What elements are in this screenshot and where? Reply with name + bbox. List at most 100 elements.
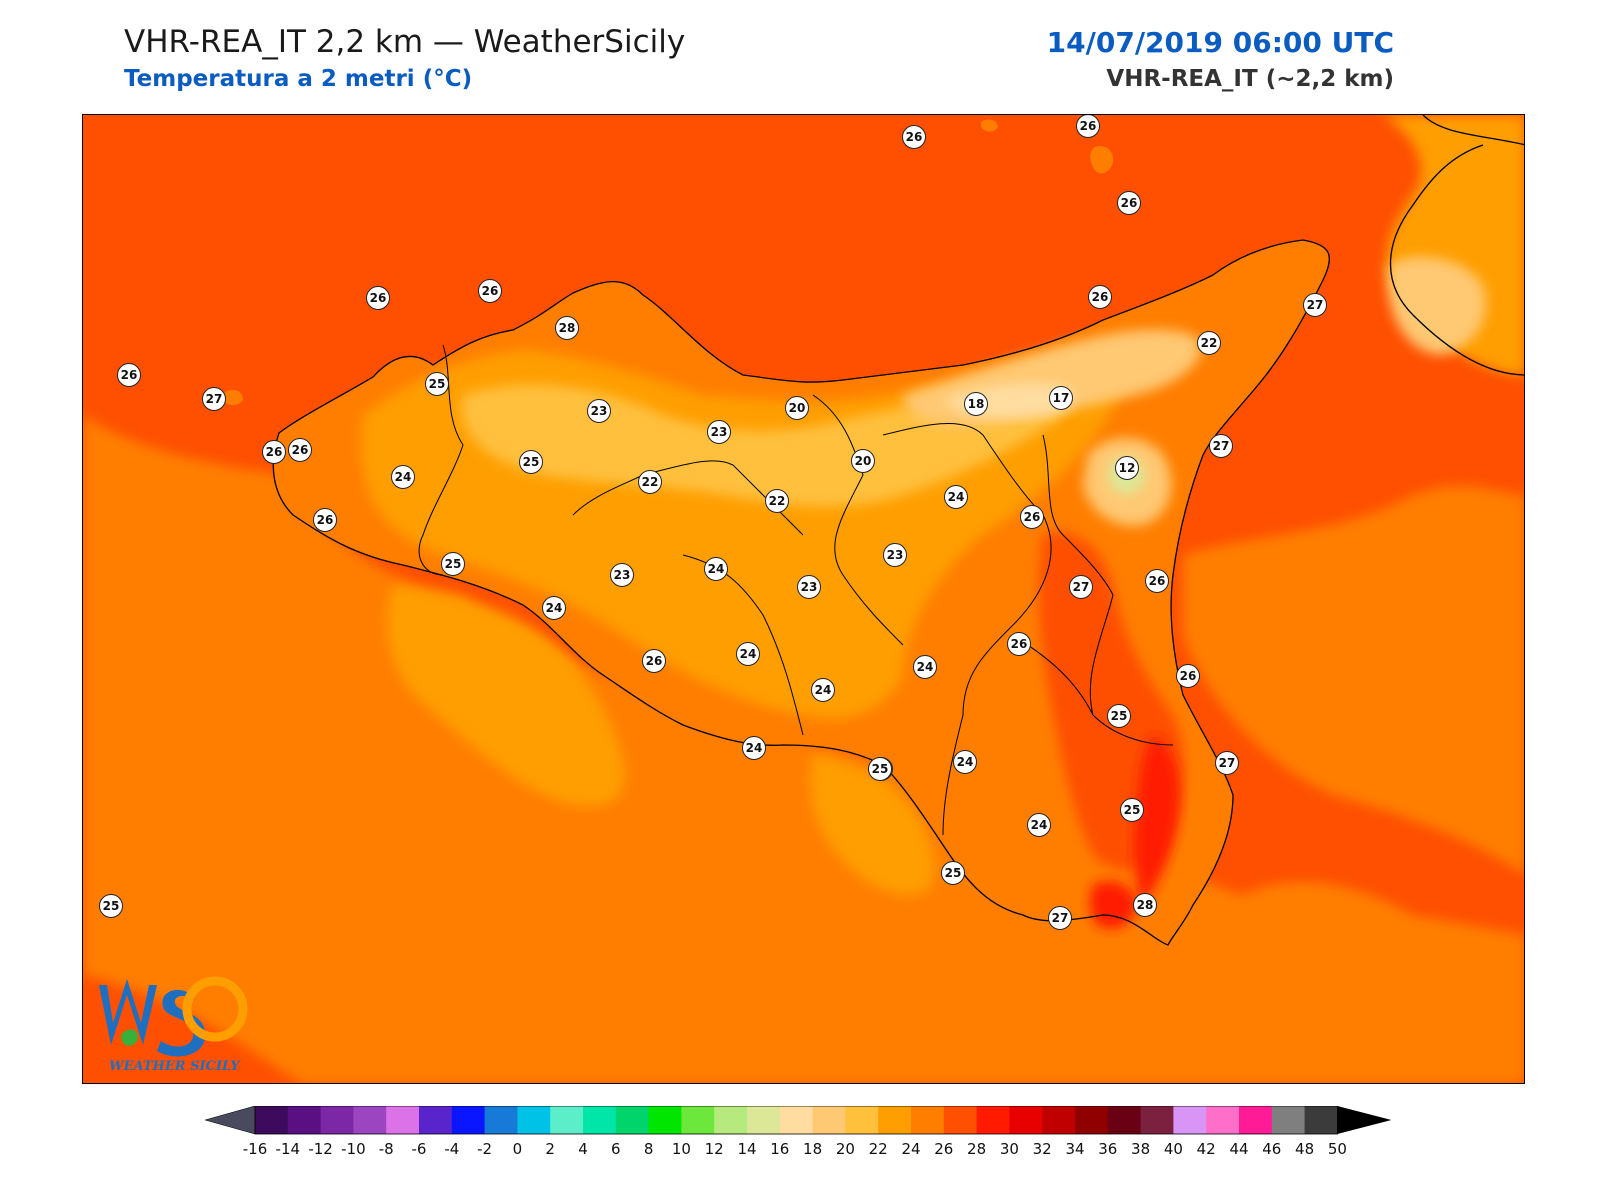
temperature-label: 26 [478, 279, 502, 303]
temperature-label: 18 [964, 392, 988, 416]
colorbar-tick-label: 50 [1328, 1140, 1347, 1158]
temperature-label: 27 [1303, 293, 1327, 317]
temperature-label: 26 [642, 649, 666, 673]
colorbar-swatch [976, 1106, 1010, 1134]
colorbar-swatch [287, 1106, 322, 1134]
sea-amber-patch [387, 585, 625, 807]
colorbar-tick-label: 6 [611, 1140, 621, 1158]
temperature-label: 25 [99, 894, 123, 918]
temperature-label: 25 [868, 757, 892, 781]
colorbar-tick-label: 44 [1229, 1140, 1248, 1158]
logo-caption: WEATHER SICILY [109, 1059, 240, 1074]
colorbar-swatch [648, 1106, 682, 1134]
egadi-islands [223, 389, 243, 406]
colorbar-tick-label: 28 [967, 1140, 986, 1158]
temperature-label: 27 [1209, 434, 1233, 458]
colorbar-swatch [1206, 1106, 1240, 1134]
temperature-label: 23 [707, 420, 731, 444]
colorbar-swatch [681, 1106, 715, 1134]
temperature-label: 28 [1133, 893, 1157, 917]
temperature-label: 24 [811, 678, 835, 702]
colorbar-swatch [484, 1106, 518, 1134]
colorbar-swatch [1075, 1106, 1109, 1134]
colorbar-tick-label: 22 [869, 1140, 888, 1158]
map-subtitle: Temperatura a 2 metri (°C) [124, 66, 473, 92]
colorbar-swatch [911, 1106, 945, 1134]
colorbar-frame [254, 1106, 1338, 1135]
temperature-label: 26 [1145, 569, 1169, 593]
colorbar-tick-label: 10 [672, 1140, 691, 1158]
temperature-label: 26 [1176, 664, 1200, 688]
temperature-label: 23 [587, 399, 611, 423]
colorbar-tick-label: 4 [578, 1140, 588, 1158]
colorbar-swatch [451, 1106, 486, 1134]
siracusa-red [1134, 735, 1180, 905]
colorbar-tick-label: 2 [545, 1140, 555, 1158]
temperature-label: 12 [1115, 456, 1139, 480]
colorbar-under-triangle [205, 1106, 256, 1135]
colorbar-tick-label: -10 [341, 1140, 366, 1158]
colorbar-tick-label: 32 [1033, 1140, 1052, 1158]
temperature-label: 28 [555, 316, 579, 340]
colorbar-tick-label: 34 [1065, 1140, 1084, 1158]
colorbar-swatch [386, 1106, 420, 1134]
temperature-map[interactable]: 26 25 26 26 26 28 26 26 27 26 26 27 22 25 23 23 20 18 17 27… [82, 114, 1525, 1084]
colorbar-tick-label: 46 [1262, 1140, 1281, 1158]
colorbar-tick-label: 18 [803, 1140, 822, 1158]
temperature-label: 24 [391, 465, 415, 489]
weathersicily-logo [97, 975, 257, 1075]
model-resolution: VHR-REA_IT (~2,2 km) [1106, 66, 1394, 92]
colorbar-swatch [779, 1106, 814, 1134]
colorbar-tick-label: 42 [1197, 1140, 1216, 1158]
colorbar-swatch [845, 1106, 879, 1134]
temperature-field [83, 115, 1524, 1083]
calabria-coastline [1389, 115, 1524, 376]
temperature-label: 27 [202, 387, 226, 411]
colorbar-swatch [255, 1106, 289, 1134]
temperature-label: 20 [785, 396, 809, 420]
temperature-label: 26 [313, 508, 337, 532]
temperature-label: 24 [953, 750, 977, 774]
colorbar-swatch [878, 1106, 912, 1134]
map-title: VHR-REA_IT 2,2 km — WeatherSicily [124, 24, 686, 60]
colorbar-swatch [1173, 1106, 1207, 1134]
colorbar-swatch [550, 1106, 584, 1134]
temperature-label: 26 [902, 125, 926, 149]
temperature-label: 25 [519, 450, 543, 474]
sea-orange-band-east [1183, 486, 1524, 874]
colorbar-swatch [353, 1106, 387, 1134]
temperature-label: 26 [1007, 632, 1031, 656]
temperature-label: 25 [941, 861, 965, 885]
colorbar-swatch [1239, 1106, 1273, 1134]
temperature-label: 26 [366, 286, 390, 310]
temperature-label: 24 [736, 642, 760, 666]
temperature-label: 22 [1197, 331, 1221, 355]
colorbar-tick-label: 40 [1164, 1140, 1183, 1158]
temperature-label: 26 [288, 438, 312, 462]
colorbar-tick-label: 38 [1131, 1140, 1150, 1158]
colorbar-swatch [714, 1106, 748, 1134]
temperature-label: 22 [765, 489, 789, 513]
temperature-label: 17 [1049, 386, 1073, 410]
temperature-label: 24 [742, 736, 766, 760]
colorbar-swatch [517, 1106, 551, 1134]
temperature-label: 25 [1107, 704, 1131, 728]
temperature-label: 20 [851, 449, 875, 473]
valid-datetime: 14/07/2019 06:00 UTC [1046, 26, 1394, 59]
colorbar-swatch [1042, 1106, 1076, 1134]
colorbar-tick-label: -8 [379, 1140, 394, 1158]
colorbar-tick-label: -2 [477, 1140, 492, 1158]
temperature-label: 26 [262, 440, 286, 464]
colorbar-tick-label: 48 [1295, 1140, 1314, 1158]
temperature-label: 27 [1048, 906, 1072, 930]
colorbar-tick-label: 20 [836, 1140, 855, 1158]
temperature-label: 23 [610, 563, 634, 587]
colorbar-tick-label: 0 [513, 1140, 523, 1158]
temperature-label: 27 [1215, 751, 1239, 775]
colorbar-swatch [320, 1106, 354, 1134]
colorbar-tick-label: -16 [243, 1140, 268, 1158]
colorbar-tick-label: -4 [444, 1140, 459, 1158]
temperature-label: 24 [1027, 813, 1051, 837]
colorbar-swatch [812, 1106, 846, 1134]
colorbar-swatch [419, 1106, 453, 1134]
